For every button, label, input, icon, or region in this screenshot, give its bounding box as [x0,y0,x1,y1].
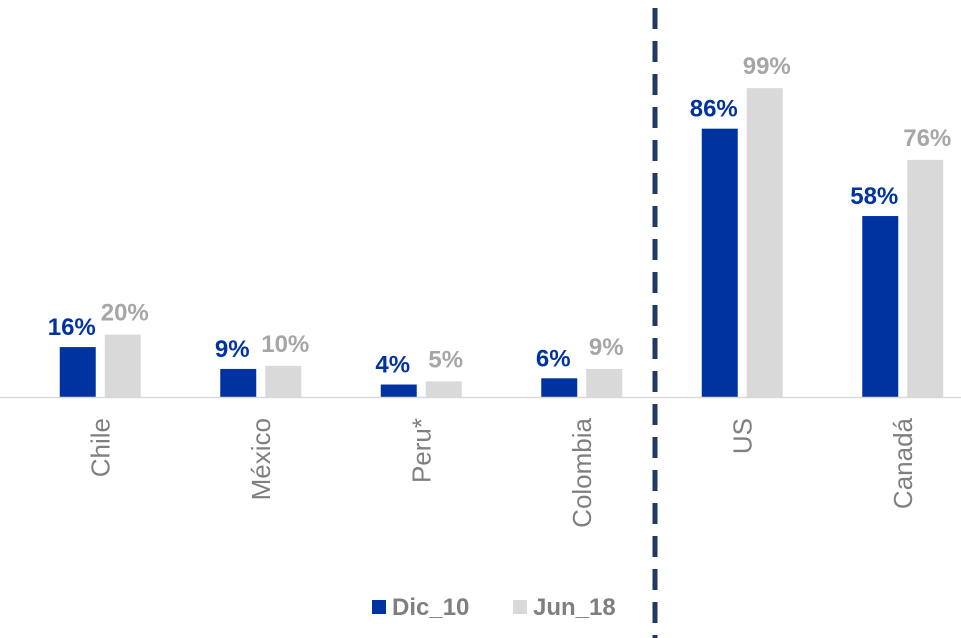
category-label: Chile [85,418,115,477]
category-label: Peru* [406,418,436,483]
bars-group [59,88,944,398]
value-label-dic-10: 6% [536,345,571,372]
bar-dic-10 [59,347,96,397]
legend-label-dic-10: Dic_10 [392,594,469,621]
value-labels-group: 16%20% 9% 10% 4% 5% 6% 9% 86%99% 58% 76% [48,53,952,378]
value-label-dic-10: 16% [48,314,96,341]
legend-swatch-jun-18 [513,600,527,614]
bar-dic-10 [701,128,738,397]
bar-jun-18 [586,368,623,397]
bar-jun-18 [746,88,783,398]
category-label: Colombia [567,417,597,527]
category-label: México [246,418,276,500]
value-label-jun-18: 5% [428,346,463,373]
legend: Dic_10 Jun_18 [372,594,616,621]
bar-dic-10 [380,384,417,397]
value-label-dic-10: 58% [850,183,898,210]
category-labels-group: Chile México Peru* Colombia US Canadá [85,417,918,527]
value-label-dic-10: 9% [215,336,250,363]
bar-jun-18 [425,381,462,397]
value-label-jun-18: 10% [261,331,309,358]
bar-dic-10 [541,378,578,397]
bar-jun-18 [104,334,141,397]
category-label: Canadá [888,417,918,509]
category-label: US [727,418,757,454]
legend-swatch-dic-10 [372,600,386,614]
value-label-dic-10: 86% [690,96,738,123]
value-label-jun-18: 76% [903,125,951,152]
bar-dic-10 [220,368,257,397]
value-label-jun-18: 99% [743,53,791,80]
value-label-jun-18: 9% [589,334,624,361]
legend-label-jun-18: Jun_18 [533,594,616,621]
bar-jun-18 [907,159,944,397]
value-label-jun-18: 20% [101,300,149,327]
bar-jun-18 [265,365,302,397]
value-label-dic-10: 4% [375,352,410,379]
bar-dic-10 [862,216,899,397]
